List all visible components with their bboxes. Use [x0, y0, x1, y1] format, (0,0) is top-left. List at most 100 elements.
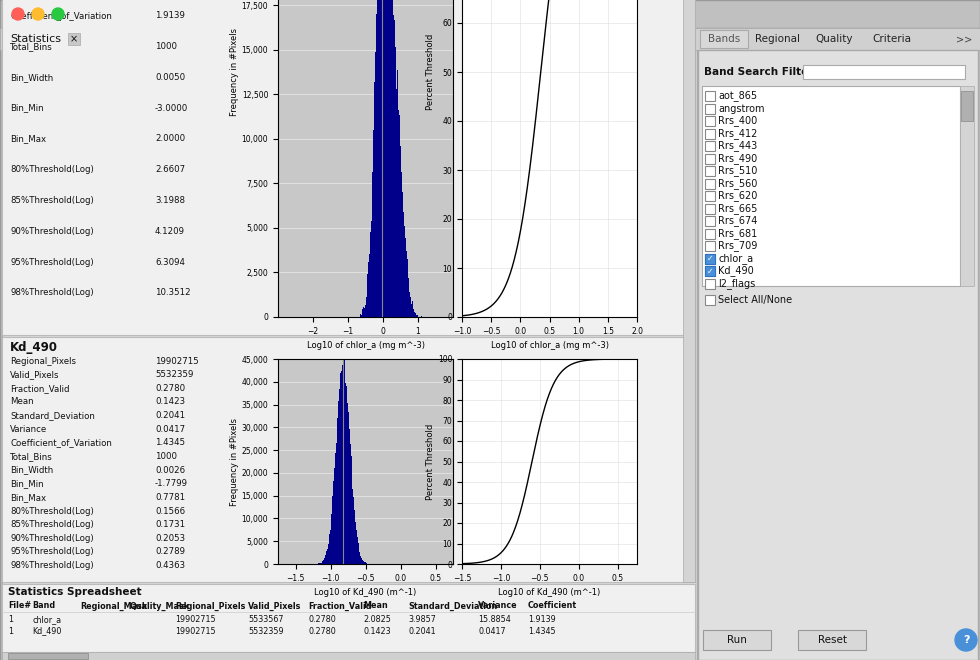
Text: Select All/None: Select All/None [718, 295, 792, 305]
Text: chlor_a: chlor_a [718, 253, 753, 264]
Text: Fraction_Valid: Fraction_Valid [10, 383, 70, 393]
Bar [705, 154, 715, 164]
Text: Criteria: Criteria [872, 34, 911, 44]
Text: >>: >> [956, 34, 972, 44]
Text: 95%Threshold(Log): 95%Threshold(Log) [10, 547, 94, 556]
Text: 0.1731: 0.1731 [155, 520, 185, 529]
Text: 85%Threshold(Log): 85%Threshold(Log) [10, 196, 94, 205]
Text: Mean: Mean [10, 397, 33, 407]
Text: 1: 1 [8, 616, 13, 624]
Text: 19902715: 19902715 [175, 616, 216, 624]
Text: 0.2053: 0.2053 [155, 534, 185, 543]
Text: Kd_490: Kd_490 [10, 341, 58, 354]
Text: ×: × [70, 34, 78, 44]
Text: aot_865: aot_865 [718, 90, 758, 102]
Text: 10.3512: 10.3512 [155, 288, 191, 297]
Text: 4.1209: 4.1209 [155, 227, 185, 236]
Text: Variance: Variance [478, 601, 517, 610]
Text: Regional_Pixels: Regional_Pixels [175, 601, 245, 610]
Text: Standard_Deviation: Standard_Deviation [10, 411, 95, 420]
Bar [702, 86, 960, 286]
Text: -3.0000: -3.0000 [155, 104, 188, 113]
Text: 2.0000: 2.0000 [155, 135, 185, 143]
Text: chlor_a: chlor_a [32, 616, 61, 624]
Text: 5532359: 5532359 [248, 626, 283, 636]
Text: Regional_Mask: Regional_Mask [80, 601, 147, 610]
Text: Kd_490: Kd_490 [718, 265, 754, 277]
Text: 85%Threshold(Log): 85%Threshold(Log) [10, 520, 94, 529]
Text: Band: Band [32, 601, 55, 610]
Text: Rrs_443: Rrs_443 [718, 141, 758, 151]
Text: Kd_490: Kd_490 [32, 626, 62, 636]
Text: 15.8854: 15.8854 [478, 616, 511, 624]
X-axis label: Log10 of Kd_490 (m^-1): Log10 of Kd_490 (m^-1) [499, 588, 601, 597]
Text: Rrs_412: Rrs_412 [718, 128, 758, 139]
Text: Bin_Max: Bin_Max [10, 493, 46, 502]
Bar [705, 279, 715, 288]
Bar [705, 266, 715, 276]
Bar [705, 253, 715, 263]
Bar [698, 50, 978, 660]
Text: Bin_Min: Bin_Min [10, 104, 44, 113]
Bar [798, 630, 866, 650]
Text: 98%Threshold(Log): 98%Threshold(Log) [10, 288, 94, 297]
Bar [705, 295, 715, 305]
Bar [8, 653, 88, 659]
Text: 90%Threshold(Log): 90%Threshold(Log) [10, 534, 94, 543]
Text: Quality_Mask: Quality_Mask [130, 601, 190, 610]
Text: Total_Bins: Total_Bins [10, 452, 53, 461]
Text: ✓: ✓ [707, 267, 713, 275]
Text: Regional_Pixels: Regional_Pixels [10, 356, 76, 366]
Text: Rrs_510: Rrs_510 [718, 166, 758, 176]
Text: Coefficient_of_Variation: Coefficient_of_Variation [10, 438, 112, 447]
Bar [705, 141, 715, 151]
Text: 3.9857: 3.9857 [408, 616, 436, 624]
Bar [705, 166, 715, 176]
Text: 0.2780: 0.2780 [308, 616, 336, 624]
Text: 0.0026: 0.0026 [155, 465, 185, 475]
Text: 0.1566: 0.1566 [155, 506, 185, 515]
Text: 0.1423: 0.1423 [363, 626, 391, 636]
Text: Rrs_681: Rrs_681 [718, 228, 758, 239]
Bar [703, 630, 771, 650]
Text: Reset: Reset [817, 635, 847, 645]
Text: File#: File# [8, 601, 31, 610]
Bar [2, 652, 695, 660]
Text: Fraction_Valid: Fraction_Valid [308, 601, 371, 610]
Bar [705, 203, 715, 213]
Text: 5533567: 5533567 [248, 616, 283, 624]
Circle shape [12, 8, 24, 20]
Text: Statistics Spreadsheet: Statistics Spreadsheet [8, 587, 142, 597]
Text: -1.7799: -1.7799 [155, 479, 188, 488]
Text: Bin_Width: Bin_Width [10, 73, 53, 82]
Bar [960, 86, 974, 286]
Text: 1.9139: 1.9139 [528, 616, 556, 624]
Text: 0.0417: 0.0417 [155, 424, 185, 434]
Text: Quality: Quality [815, 34, 853, 44]
Text: 0.2041: 0.2041 [155, 411, 185, 420]
Text: Rrs_665: Rrs_665 [718, 203, 758, 214]
Text: 2.6607: 2.6607 [155, 165, 185, 174]
Bar [705, 266, 715, 276]
Y-axis label: Frequency in #Pixels: Frequency in #Pixels [230, 28, 239, 116]
Text: 0.2780: 0.2780 [155, 383, 185, 393]
Text: Valid_Pixels: Valid_Pixels [10, 370, 60, 379]
Text: 2.0825: 2.0825 [363, 616, 391, 624]
Text: Regional: Regional [755, 34, 800, 44]
Bar [0, 0, 980, 28]
Text: Mean: Mean [363, 601, 388, 610]
Text: 5532359: 5532359 [155, 370, 193, 379]
Text: 19902715: 19902715 [155, 356, 199, 366]
Bar [705, 116, 715, 126]
Text: Rrs_490: Rrs_490 [718, 153, 758, 164]
Text: 0.0417: 0.0417 [478, 626, 506, 636]
Text: 19902715: 19902715 [175, 626, 216, 636]
Text: ?: ? [962, 635, 969, 645]
Text: 98%Threshold(Log): 98%Threshold(Log) [10, 561, 94, 570]
X-axis label: Log10 of chlor_a (mg m^-3): Log10 of chlor_a (mg m^-3) [307, 341, 424, 350]
Text: Rrs_620: Rrs_620 [718, 191, 758, 201]
Text: Bin_Min: Bin_Min [10, 479, 44, 488]
Y-axis label: Percent Threshold: Percent Threshold [426, 423, 435, 500]
Bar [705, 191, 715, 201]
Text: 1: 1 [8, 626, 13, 636]
